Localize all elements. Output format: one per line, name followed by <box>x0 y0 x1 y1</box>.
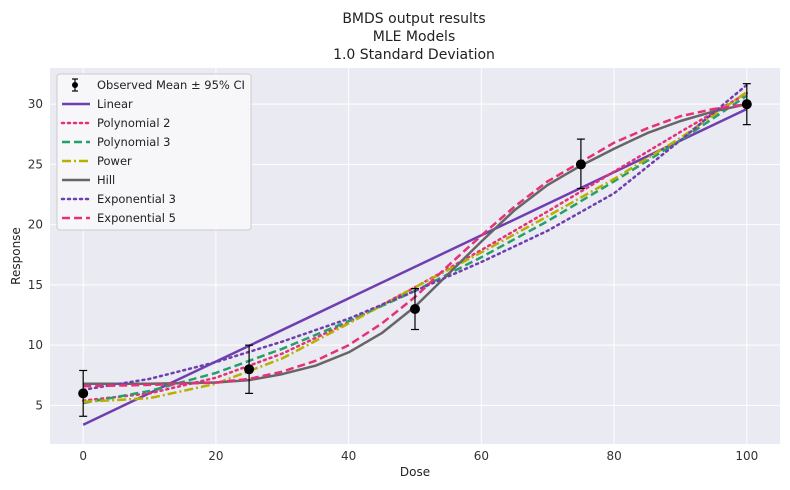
observed-layer <box>78 83 752 417</box>
observed-point <box>244 344 255 394</box>
observed-point <box>410 287 420 331</box>
legend-label: Power <box>97 154 132 168</box>
chart-title-line-1: BMDS output results <box>342 11 485 27</box>
tick-labels: 0 20 40 60 80 100 5 10 15 20 25 30 <box>28 97 759 463</box>
chart-title-line-3: 1.0 Standard Deviation <box>333 47 495 63</box>
legend-entry: Exponential 5 <box>62 211 176 225</box>
observed-mean-marker <box>410 304 420 315</box>
y-tick-label: 10 <box>28 338 43 352</box>
x-tick-label: 60 <box>474 449 489 463</box>
legend-entry: Power <box>62 154 132 168</box>
y-axis-label: Response <box>9 227 23 285</box>
y-tick-label: 25 <box>28 157 43 171</box>
x-tick-label: 80 <box>606 449 621 463</box>
legend-label: Linear <box>97 97 133 111</box>
x-tick-label: 100 <box>735 449 758 463</box>
legend-entry: Exponential 3 <box>60 192 176 206</box>
legend-label: Polynomial 2 <box>97 116 171 130</box>
legend: Observed Mean ± 95% CI Linear Polynomial 2… <box>56 73 252 231</box>
x-axis-label: Dose <box>400 465 430 479</box>
legend-box <box>56 73 252 231</box>
legend-entry: Polynomial 3 <box>62 135 171 149</box>
legend-entry: Observed Mean ± 95% CI <box>72 78 245 92</box>
series-line-polynomial-2 <box>81 92 749 402</box>
grid <box>50 68 780 444</box>
x-tick-label: 40 <box>341 449 356 463</box>
legend-label: Polynomial 3 <box>97 135 171 149</box>
legend-entry: Hill <box>62 173 115 187</box>
observed-point <box>78 369 89 417</box>
x-tick-label: 0 <box>79 449 87 463</box>
observed-point <box>575 138 586 190</box>
y-tick-label: 30 <box>28 97 43 111</box>
observed-point <box>741 83 752 126</box>
x-tick-label: 20 <box>208 449 223 463</box>
legend-label: Observed Mean ± 95% CI <box>97 78 245 92</box>
legend-entry: Linear <box>62 97 133 111</box>
y-tick-label: 20 <box>28 218 43 232</box>
legend-swatch-marker <box>72 82 78 88</box>
chart-title-line-2: MLE Models <box>373 29 456 45</box>
observed-mean-marker <box>244 364 255 375</box>
legend-label: Exponential 5 <box>97 211 176 225</box>
series-line-exponential-5 <box>83 102 747 388</box>
legend-label: Exponential 3 <box>97 192 176 206</box>
legend-label: Hill <box>97 173 115 187</box>
observed-mean-marker <box>741 99 752 110</box>
series-line-linear <box>82 107 748 426</box>
observed-mean-marker <box>78 388 89 399</box>
y-tick-label: 5 <box>35 398 43 412</box>
y-tick-label: 15 <box>28 278 43 292</box>
series-line-power <box>83 91 748 404</box>
legend-entry: Polynomial 2 <box>60 116 171 130</box>
observed-mean-marker <box>575 159 586 170</box>
